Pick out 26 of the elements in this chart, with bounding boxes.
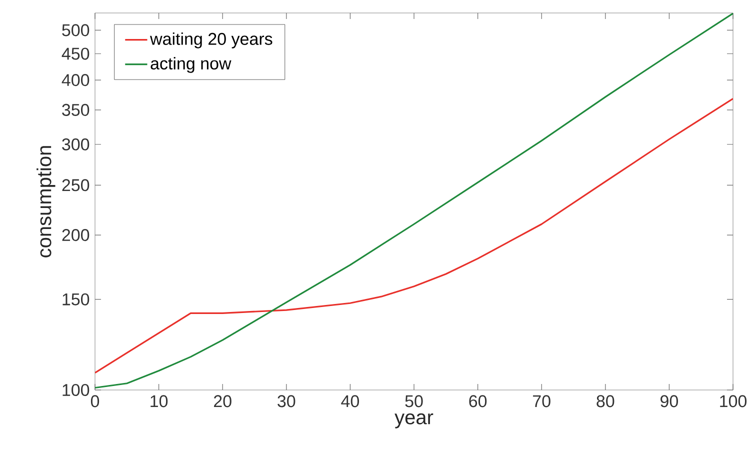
y-tick-label: 100	[62, 384, 90, 396]
y-tick-label: 150	[62, 293, 90, 306]
x-tick-label: 30	[278, 395, 296, 408]
x-tick-label: 20	[214, 395, 232, 408]
x-axis-title: year	[394, 413, 434, 428]
x-tick-label: 10	[150, 395, 168, 408]
y-tick-label: 350	[62, 104, 90, 116]
x-tick-label: 90	[660, 395, 678, 408]
y-tick-label: 200	[62, 229, 90, 242]
y-axis-title: consumption	[36, 146, 56, 258]
y-tick-label: 450	[62, 48, 90, 60]
y-tick-label: 400	[62, 74, 90, 86]
line-series	[95, 12, 734, 389]
x-tick-label: 60	[469, 395, 487, 408]
y-tick-label: 250	[62, 179, 90, 192]
x-tick-label: 100	[720, 395, 747, 408]
line-series	[95, 98, 734, 374]
legend-label: acting now	[150, 57, 232, 73]
legend-label: waiting 20 years	[150, 32, 272, 48]
x-tick-label: 50	[405, 395, 423, 408]
x-tick-label: 40	[341, 395, 359, 408]
x-tick-label: 0	[90, 395, 100, 408]
x-tick-label: 80	[596, 395, 614, 408]
x-tick-label: 70	[533, 395, 550, 408]
y-tick-label: 300	[62, 138, 90, 150]
y-tick-label: 500	[62, 24, 90, 36]
